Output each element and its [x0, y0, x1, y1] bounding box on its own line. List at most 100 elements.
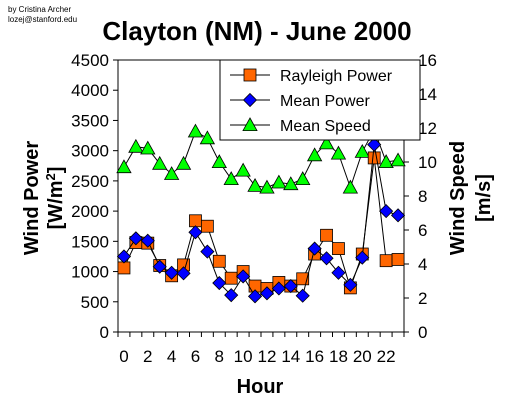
legend-label: Rayleigh Power	[280, 68, 393, 85]
data-point	[390, 152, 406, 167]
data-point	[320, 228, 333, 242]
data-point	[295, 171, 311, 186]
y-axis-left-units-suffix: ]	[45, 167, 67, 174]
x-tick-label: 4	[167, 347, 176, 366]
y-axis-right-title: Wind Speed	[447, 141, 469, 255]
y-axis-left-title-group: Wind Power	[21, 141, 43, 255]
y-left-tick-label: 2500	[71, 172, 109, 191]
data-point	[187, 123, 204, 138]
data-point	[306, 147, 323, 162]
data-point	[236, 269, 251, 284]
y-left-tick-label: 0	[100, 323, 109, 342]
data-point	[247, 177, 263, 192]
data-point	[117, 261, 131, 275]
data-point	[379, 204, 394, 219]
data-point	[152, 259, 167, 274]
credit-line-2: lozej@stanford.edu	[8, 15, 77, 24]
data-point	[283, 176, 299, 191]
data-point	[224, 271, 238, 285]
series-layer	[116, 121, 406, 304]
y-right-tick-label: 10	[418, 153, 437, 172]
data-point	[128, 231, 143, 246]
y-left-tick-label: 2000	[71, 202, 109, 221]
data-point	[235, 162, 251, 177]
legend-marker	[243, 68, 257, 82]
data-point	[140, 233, 155, 248]
legend-item: Rayleigh Power	[230, 68, 393, 85]
y-right-tick-label: 6	[418, 221, 427, 240]
x-tick-label: 16	[305, 347, 324, 366]
data-point	[319, 251, 334, 266]
x-tick-label: 6	[191, 347, 200, 366]
data-point	[379, 254, 393, 268]
x-tick-label: 8	[215, 347, 224, 366]
x-tick-label: 14	[281, 347, 300, 366]
data-point	[176, 266, 191, 281]
data-point	[296, 272, 310, 286]
data-point	[140, 140, 156, 155]
data-point	[152, 155, 168, 170]
chart-title: Clayton (NM) - June 2000	[102, 16, 411, 46]
y-axis-left-title: Wind Power	[21, 141, 43, 255]
data-point	[354, 143, 370, 158]
data-point	[212, 254, 226, 268]
y-right-tick-label: 2	[418, 289, 427, 308]
x-tick-label: 18	[329, 347, 348, 366]
x-axis-title: Hour	[237, 376, 284, 398]
y-left-tick-label: 1000	[71, 263, 109, 282]
x-tick-label: 12	[257, 347, 276, 366]
x-tick-label: 10	[234, 347, 253, 366]
data-point	[259, 179, 275, 194]
data-point	[188, 225, 203, 240]
legend-marker	[242, 117, 258, 132]
y-left-tick-label: 4500	[71, 51, 109, 70]
credit-line-1: by Cristina Archer	[8, 5, 71, 14]
y-left-tick-label: 1500	[71, 232, 109, 251]
data-point	[200, 244, 215, 259]
data-point	[211, 154, 227, 169]
data-point	[271, 174, 287, 189]
y-axis-left-units: [W/m2]	[43, 167, 68, 230]
y-right-tick-label: 0	[418, 323, 427, 342]
legend: Rayleigh Power Mean Power Mean Speed	[219, 59, 421, 141]
data-point	[318, 135, 335, 150]
y-left-tick-label: 3500	[71, 111, 109, 130]
y-axis-left-ticks: 0 500 1000 1500 2000 2500 3000 3500 4000 4500	[71, 51, 118, 342]
data-point	[271, 281, 286, 296]
data-point	[175, 155, 192, 170]
data-point	[128, 138, 144, 153]
data-point	[367, 151, 381, 165]
data-point	[189, 214, 202, 228]
y-right-tick-label: 14	[418, 85, 437, 104]
data-point	[163, 166, 180, 180]
data-point	[295, 288, 310, 303]
data-point	[332, 242, 345, 255]
legend-label: Mean Speed	[280, 118, 371, 135]
x-tick-label: 2	[143, 347, 152, 366]
data-point	[224, 288, 239, 303]
y-right-tick-label: 8	[418, 187, 427, 206]
data-point	[223, 171, 239, 186]
x-tick-label: 0	[119, 347, 128, 366]
data-point	[116, 249, 132, 264]
data-point	[199, 130, 216, 145]
y-axis-right-title-group: Wind Speed	[447, 141, 469, 255]
legend-marker	[242, 92, 258, 108]
data-point	[247, 289, 263, 304]
y-left-tick-label: 3000	[71, 142, 109, 161]
y-right-tick-label: 4	[418, 255, 427, 274]
data-point	[116, 159, 132, 174]
data-point	[164, 265, 179, 280]
data-point	[331, 265, 346, 280]
x-tick-label: 20	[353, 347, 372, 366]
y-axis-right-units: [m/s]	[473, 174, 495, 222]
series-mean-speed	[116, 121, 406, 194]
y-axis-left-units-group: [W/m2]	[43, 167, 68, 230]
data-point	[390, 208, 406, 223]
series-mean-power	[116, 137, 406, 304]
data-point	[212, 275, 227, 291]
data-point	[259, 286, 275, 301]
y-axis-right-ticks: 0 2 4 6 8 10 12 14 16	[404, 51, 437, 342]
data-point	[283, 278, 298, 294]
